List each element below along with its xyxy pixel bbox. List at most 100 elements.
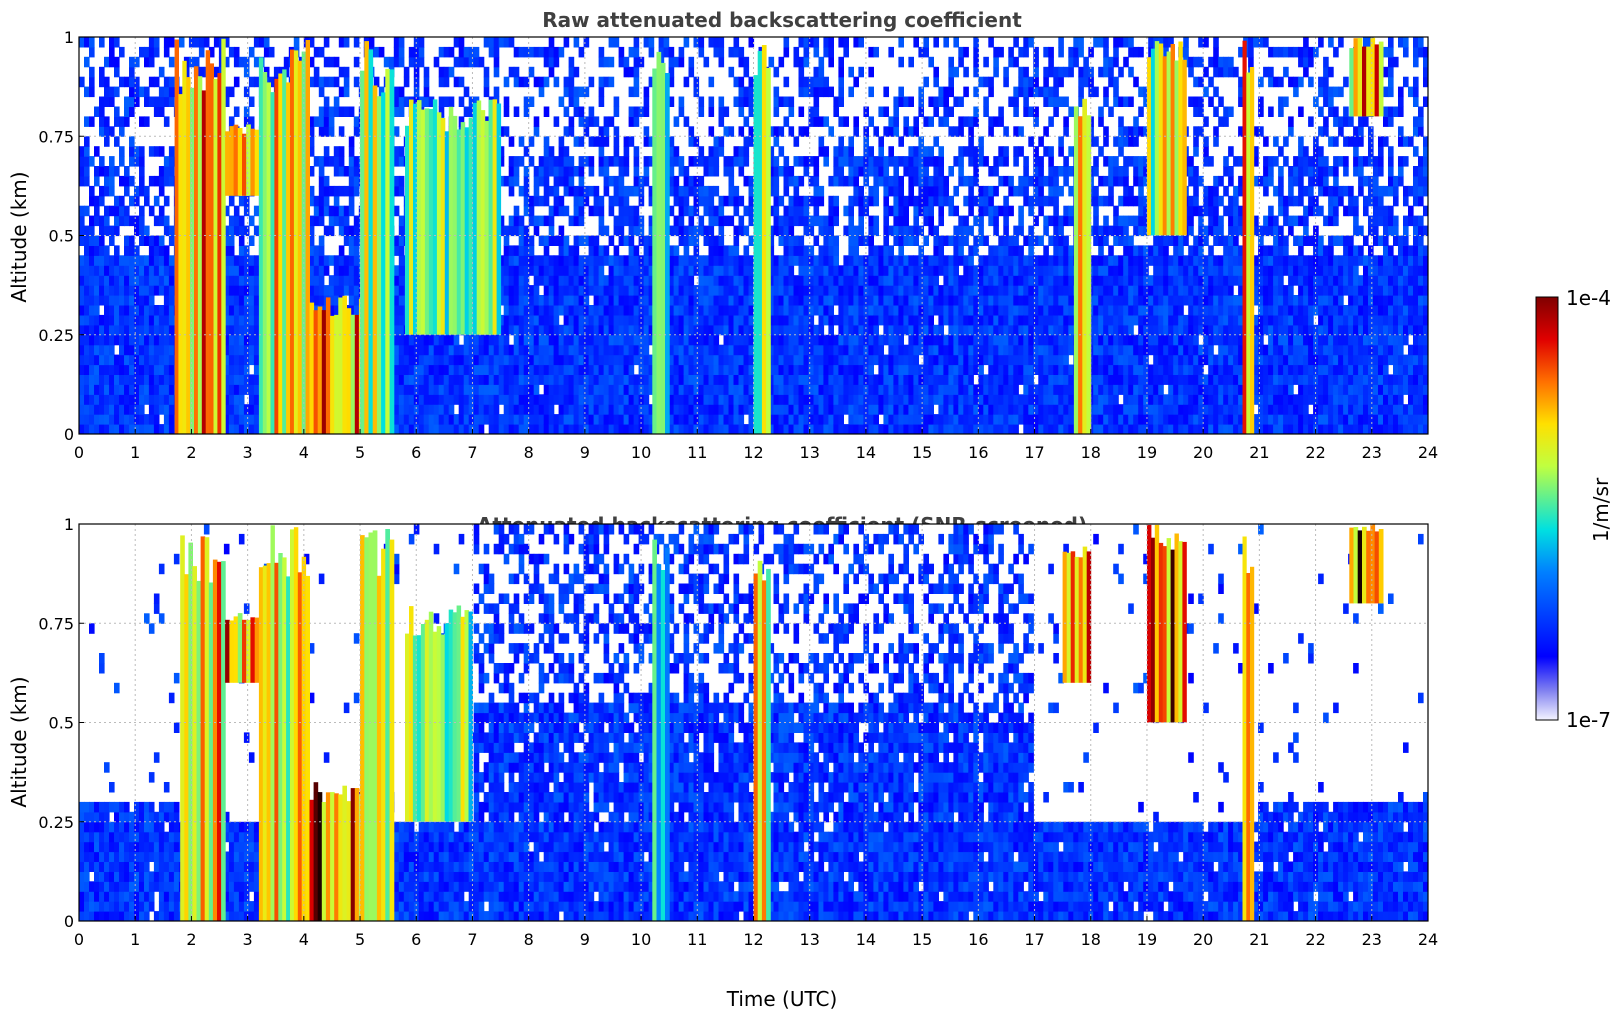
heatmap-cell <box>773 334 780 346</box>
heatmap-cell <box>853 265 859 276</box>
heatmap-cell <box>593 245 600 256</box>
heatmap-cell <box>603 424 610 434</box>
heatmap-cell <box>523 175 530 187</box>
heatmap-cell <box>243 374 250 385</box>
heatmap-cell <box>79 354 85 366</box>
heatmap-cell <box>503 354 510 366</box>
heatmap-cell <box>783 404 790 415</box>
heatmap-cell <box>898 156 904 167</box>
heatmap-cell <box>628 245 635 256</box>
heatmap-cell <box>783 324 790 336</box>
heatmap-cell <box>468 334 475 346</box>
heatmap-cell <box>528 354 535 366</box>
heatmap-cell <box>129 156 135 167</box>
heatmap-cell <box>333 76 340 88</box>
heatmap-cell <box>308 56 315 68</box>
heatmap-cell <box>79 37 85 48</box>
heatmap-cell <box>129 66 135 78</box>
heatmap-cell <box>533 404 540 415</box>
heatmap-cell <box>423 384 430 395</box>
heatmap-cell <box>563 374 570 385</box>
heatmap-cell <box>158 285 165 296</box>
heatmap-cell <box>728 384 735 395</box>
heatmap-cell <box>353 235 360 246</box>
heatmap-cell <box>438 66 445 78</box>
heatmap-cell <box>633 404 640 415</box>
heatmap-cell <box>593 255 600 266</box>
heatmap-cell <box>838 116 844 127</box>
heatmap-cell <box>468 394 475 405</box>
heatmap-cell <box>308 225 315 237</box>
heatmap-cell <box>104 76 110 88</box>
heatmap-cell <box>863 305 869 316</box>
heatmap-cell <box>243 255 250 266</box>
heatmap-cell <box>139 424 145 434</box>
heatmap-cell <box>868 195 874 207</box>
heatmap-cell <box>158 265 165 276</box>
heatmap-cell <box>893 314 899 326</box>
heatmap-cell <box>718 265 725 276</box>
heatmap-cell <box>823 414 829 425</box>
heatmap-cell <box>238 394 245 405</box>
heatmap-cell <box>119 324 125 336</box>
heatmap-cell <box>483 344 490 356</box>
heatmap-cell <box>818 374 825 385</box>
heatmap-plot-area-raw <box>79 37 1428 434</box>
heatmap-cell <box>603 126 610 137</box>
heatmap-cell <box>84 275 90 286</box>
heatmap-cell <box>853 305 859 316</box>
heatmap-cell <box>498 424 505 434</box>
heatmap-cell <box>398 255 405 266</box>
heatmap-cell <box>228 344 235 356</box>
heatmap-cell <box>533 225 540 237</box>
heatmap-cell <box>538 424 545 434</box>
heatmap-cell <box>688 156 695 167</box>
heatmap-cell <box>668 175 675 187</box>
heatmap-cell <box>533 295 540 306</box>
heatmap-cell <box>903 324 909 336</box>
heatmap-cell <box>773 156 780 167</box>
heatmap-cell <box>608 255 615 266</box>
heatmap-cell <box>573 384 580 395</box>
heatmap-cell <box>139 46 145 58</box>
heatmap-cell <box>708 37 715 48</box>
heatmap-cell <box>468 96 475 107</box>
heatmap-cell <box>803 424 810 434</box>
heatmap-cell <box>533 255 540 266</box>
heatmap-cell <box>708 354 715 366</box>
heatmap-cell <box>558 166 565 177</box>
heatmap-cell <box>119 265 125 276</box>
heatmap-cell <box>598 305 605 316</box>
heatmap-cell <box>104 205 110 217</box>
heatmap-cell <box>838 86 844 98</box>
heatmap-cell <box>738 146 745 157</box>
heatmap-cell <box>643 265 650 276</box>
heatmap-cell <box>608 394 615 405</box>
heatmap-cell <box>233 56 240 68</box>
heatmap-cell <box>673 156 680 167</box>
heatmap-cell <box>748 275 755 286</box>
heatmap-cell <box>139 285 145 296</box>
heatmap-cell <box>89 324 95 336</box>
heatmap-cell <box>728 414 735 425</box>
heatmap-cell <box>89 334 95 346</box>
heatmap-cell <box>543 295 550 306</box>
heatmap-cell <box>783 185 790 197</box>
heatmap-cell <box>858 424 864 434</box>
heatmap-cell <box>468 414 475 425</box>
heatmap-cell <box>688 285 695 296</box>
heatmap-cell <box>893 295 899 306</box>
heatmap-cell <box>508 364 515 375</box>
heatmap-cell <box>873 384 879 395</box>
heatmap-cell <box>563 275 570 286</box>
heatmap-cell <box>918 185 924 197</box>
heatmap-cell <box>408 374 415 385</box>
heatmap-cell <box>423 344 430 356</box>
heatmap-cell <box>139 166 145 177</box>
heatmap-cell <box>788 364 795 375</box>
heatmap-cell <box>308 215 315 227</box>
heatmap-cell <box>678 414 685 425</box>
heatmap-cell <box>848 205 854 217</box>
heatmap-cell <box>463 384 470 395</box>
heatmap-cell <box>153 305 160 316</box>
